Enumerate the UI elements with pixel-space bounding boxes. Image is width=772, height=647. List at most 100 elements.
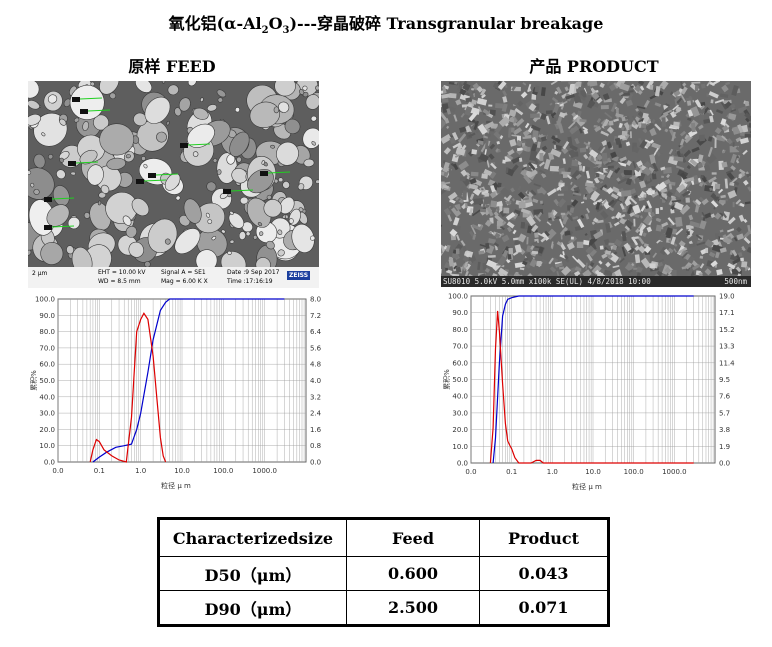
sem-grain bbox=[643, 99, 650, 108]
sem-grain bbox=[748, 122, 751, 130]
sem-grain bbox=[454, 81, 458, 85]
sem-grain bbox=[593, 166, 599, 173]
row-label-d50: D50（μm） bbox=[158, 556, 347, 591]
sem-grain bbox=[646, 176, 651, 182]
sem-grain bbox=[456, 234, 461, 241]
y-right-tick-label: 7.6 bbox=[719, 393, 731, 401]
sem-particle bbox=[274, 81, 296, 97]
sem-grain bbox=[655, 208, 660, 215]
sem-grain bbox=[490, 162, 497, 170]
sem-grain bbox=[568, 149, 577, 159]
sem-grain bbox=[461, 104, 472, 108]
sem-grain bbox=[691, 81, 701, 84]
y-axis-label: 累积% bbox=[29, 370, 38, 391]
sem-grain bbox=[724, 178, 729, 189]
sem-grain bbox=[530, 113, 540, 118]
sem-particle bbox=[59, 157, 65, 163]
sem-grain bbox=[639, 140, 648, 150]
sem-grain bbox=[703, 164, 711, 172]
sem-grain bbox=[537, 260, 543, 268]
sem-grain bbox=[660, 206, 663, 211]
sem-grain bbox=[498, 115, 510, 128]
sem-grain bbox=[525, 251, 534, 263]
sem-grain bbox=[647, 212, 651, 215]
sem-grain bbox=[487, 254, 496, 258]
y-left-tick-label: 80.0 bbox=[452, 326, 468, 334]
sem-grain bbox=[476, 85, 484, 93]
sem-grain bbox=[571, 169, 582, 181]
sem-grain bbox=[721, 212, 728, 219]
sem-grain bbox=[441, 181, 445, 184]
sem-grain bbox=[564, 254, 569, 260]
sem-grain bbox=[582, 81, 589, 87]
sem-grain bbox=[697, 154, 704, 163]
sem-grain bbox=[515, 115, 520, 121]
sem-grain bbox=[477, 140, 484, 146]
sem-grain bbox=[534, 85, 540, 93]
sem-grain bbox=[657, 261, 664, 268]
sem-grain bbox=[519, 139, 527, 146]
sem-marker bbox=[44, 225, 52, 230]
y-right-tick-label: 15.2 bbox=[719, 326, 735, 334]
sem-grain bbox=[603, 238, 611, 246]
y-left-tick-label: 90.0 bbox=[39, 312, 55, 320]
sem-grain bbox=[558, 101, 564, 105]
sem-grain bbox=[747, 186, 751, 192]
sem-grain bbox=[586, 81, 598, 88]
sem-grain bbox=[469, 106, 481, 115]
sem-marker bbox=[148, 173, 156, 178]
sem-grain bbox=[619, 217, 626, 225]
y-left-tick-label: 60.0 bbox=[39, 361, 55, 369]
cumulative-series-line bbox=[492, 295, 694, 464]
sem-grain bbox=[664, 227, 674, 239]
sem-grain bbox=[554, 261, 563, 265]
sem-grain bbox=[569, 207, 575, 214]
sem-grain bbox=[534, 214, 542, 222]
sem-grain bbox=[601, 140, 608, 147]
sem-grain bbox=[651, 185, 656, 190]
sem-grain bbox=[600, 104, 609, 110]
sem-grain bbox=[601, 152, 608, 162]
sem-grain bbox=[615, 211, 622, 220]
sem-grain bbox=[651, 142, 661, 150]
sem-grain bbox=[649, 84, 654, 90]
sem-marker bbox=[72, 97, 80, 102]
sem-grain bbox=[572, 215, 579, 220]
y-axis-label: 累积% bbox=[442, 369, 451, 390]
sem-grain bbox=[655, 224, 662, 232]
sem-grain bbox=[629, 211, 635, 218]
sem-grain bbox=[721, 124, 729, 132]
sem-grain bbox=[710, 213, 716, 218]
sem-grain bbox=[727, 262, 736, 270]
sem-particle bbox=[221, 229, 226, 234]
sem-particle bbox=[28, 81, 40, 99]
sem-grain bbox=[455, 248, 460, 255]
sem-grain bbox=[637, 89, 643, 95]
sem-grain bbox=[527, 83, 532, 92]
sem-particle bbox=[100, 184, 110, 194]
sem-grain bbox=[664, 106, 671, 111]
sem-grain bbox=[594, 125, 602, 133]
sem-grain bbox=[661, 175, 665, 179]
sem-grain bbox=[728, 112, 737, 121]
sem-grain bbox=[470, 224, 477, 235]
sem-grain bbox=[502, 90, 508, 97]
sem-grain bbox=[589, 190, 600, 202]
sem-grain bbox=[719, 229, 724, 233]
sem-grain bbox=[730, 153, 737, 164]
sem-grain bbox=[712, 135, 717, 140]
d90-feed-value: 2.500 bbox=[346, 590, 480, 626]
sem-grain bbox=[749, 130, 751, 135]
sem-particle bbox=[253, 234, 258, 240]
sem-grain bbox=[642, 166, 652, 176]
sem-particle bbox=[266, 194, 272, 200]
sem-particle bbox=[277, 249, 285, 257]
sem-grain bbox=[675, 228, 684, 236]
sem-grain bbox=[452, 142, 462, 149]
feed-sem-time: Time :17:16:19 bbox=[227, 278, 273, 285]
sem-grain bbox=[478, 153, 489, 163]
sem-grain bbox=[489, 171, 497, 179]
sem-particle bbox=[109, 92, 117, 100]
sem-grain bbox=[530, 143, 538, 153]
sem-grain bbox=[710, 260, 718, 268]
